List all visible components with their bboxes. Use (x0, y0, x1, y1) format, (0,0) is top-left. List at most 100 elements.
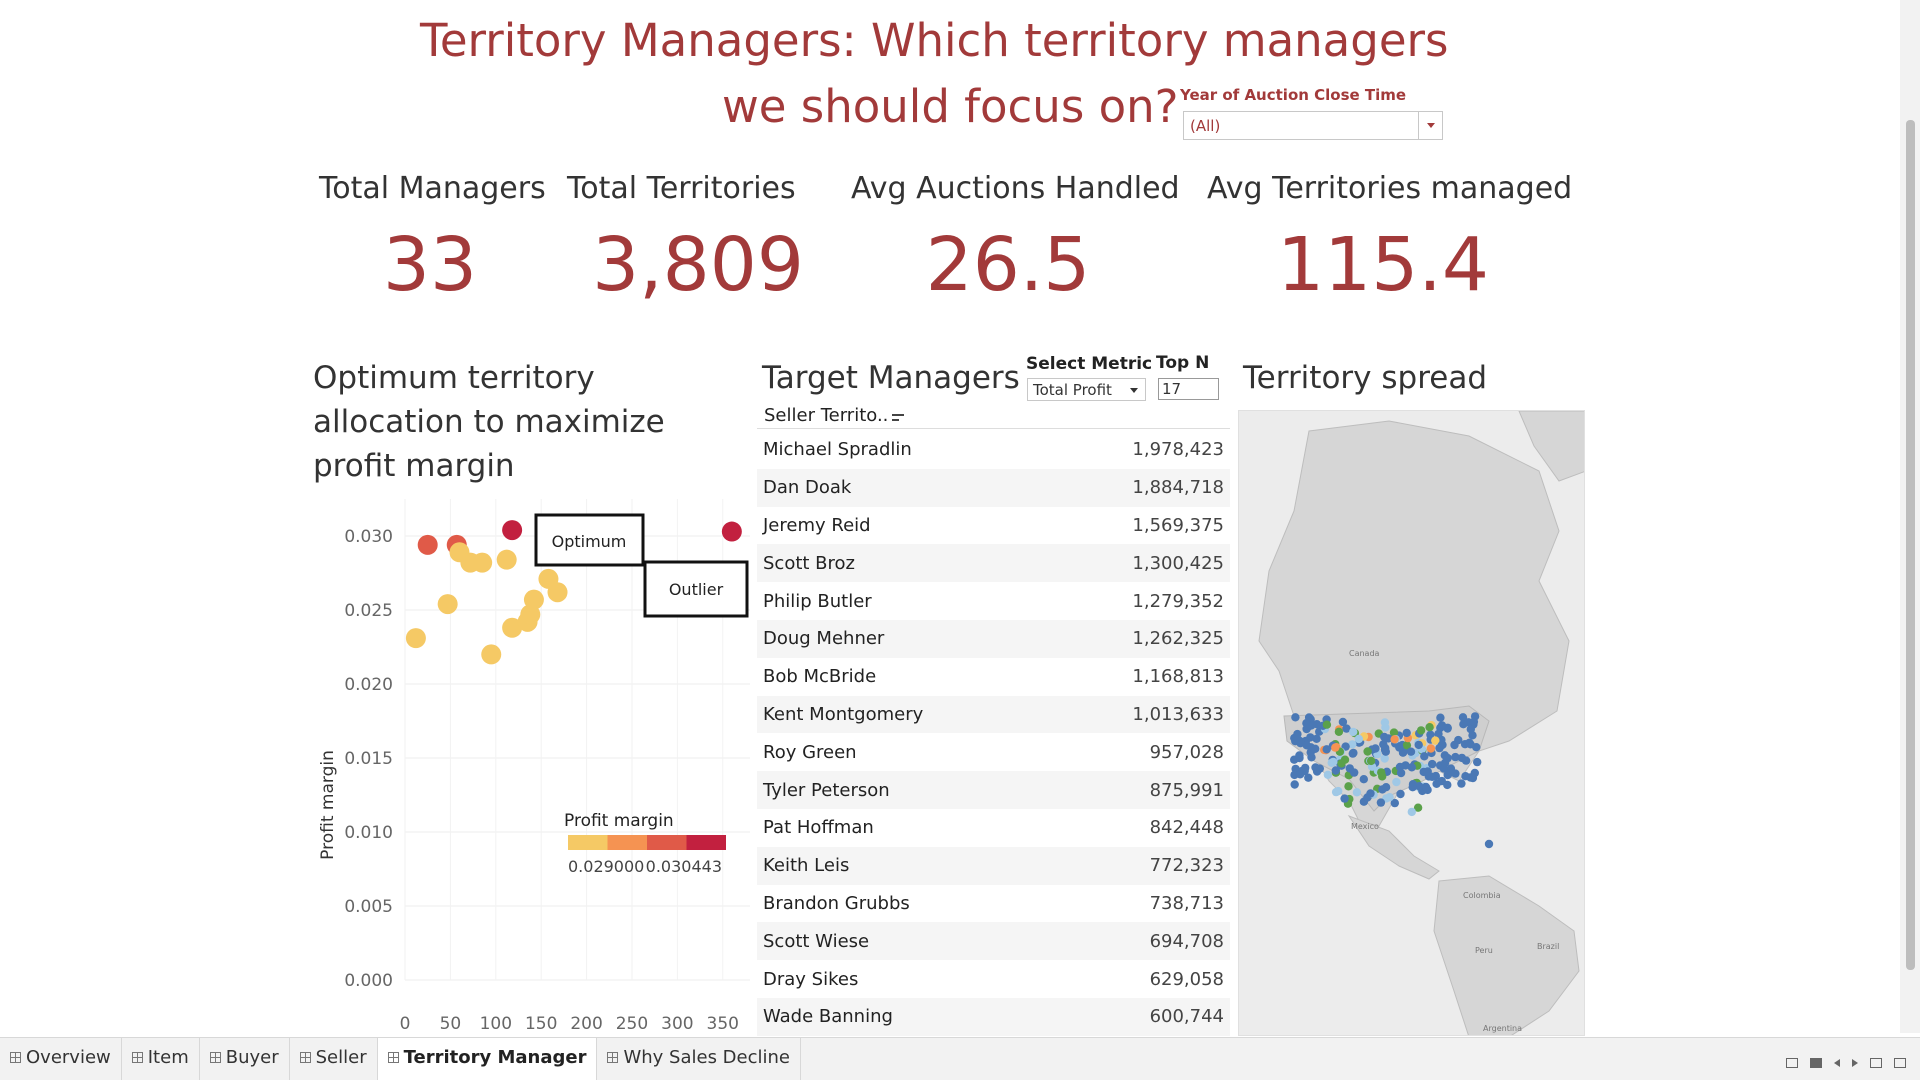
legend-swatch (568, 835, 608, 850)
tab-seller[interactable]: Seller (290, 1038, 378, 1080)
chevron-down-icon[interactable] (1418, 112, 1442, 139)
territory-dot (1443, 753, 1452, 763)
territory-dot (1348, 740, 1357, 749)
scatter-point[interactable] (417, 534, 438, 555)
presentation-icon[interactable] (1894, 1058, 1906, 1068)
tab-overview[interactable]: Overview (0, 1038, 122, 1080)
table-row[interactable]: Pat Hoffman 842,448 (757, 809, 1230, 847)
central-america-landmass (1347, 814, 1440, 880)
territory-dot (1431, 736, 1440, 745)
territory-map[interactable]: Canada Mexico Colombia Peru Brazil Argen… (1238, 410, 1585, 1036)
table-row[interactable]: Tyler Peterson 875,991 (757, 771, 1230, 809)
tab-label: Overview (26, 1047, 111, 1068)
table-row[interactable]: Kent Montgomery 1,013,633 (757, 695, 1230, 734)
tab-why-sales-decline[interactable]: Why Sales Decline (597, 1038, 801, 1080)
single-view-icon[interactable] (1810, 1058, 1822, 1068)
page-title-line2: we should focus on? (722, 80, 1179, 133)
tab-label: Buyer (225, 1047, 279, 1068)
scrollbar-thumb[interactable] (1906, 120, 1915, 970)
topn-input[interactable]: 17 (1158, 378, 1219, 400)
scatter-point[interactable] (523, 589, 544, 610)
dashboard-grid-icon (10, 1052, 21, 1063)
table-row[interactable]: Keith Leis 772,323 (757, 846, 1230, 885)
table-column-header[interactable]: Seller Territo.. (757, 405, 1230, 429)
previous-sheet-icon[interactable] (1834, 1059, 1840, 1067)
manager-profit: 875,991 (1149, 779, 1224, 801)
sheet-tab-bar: Overview Item Buyer Seller Territory Manager… (0, 1037, 1920, 1080)
territory-dot (1428, 759, 1437, 769)
table-row[interactable]: Roy Green 957,028 (757, 733, 1230, 771)
tab-buyer[interactable]: Buyer (200, 1038, 290, 1080)
manager-name: Michael Spradlin (763, 439, 912, 461)
territory-dot (1457, 779, 1466, 788)
territory-dot (1342, 724, 1351, 733)
x-tick-label: 150 (525, 1014, 557, 1034)
territory-dot (1378, 772, 1387, 781)
table-row[interactable]: Dan Doak 1,884,718 (757, 468, 1230, 507)
territory-dot (1427, 772, 1437, 781)
fullscreen-icon[interactable] (1870, 1058, 1882, 1068)
chevron-down-icon[interactable] (1130, 388, 1138, 393)
legend-swatch (647, 835, 687, 850)
territory-dot (1312, 734, 1321, 743)
scatter-point[interactable] (437, 594, 458, 615)
scatter-point[interactable] (502, 520, 523, 541)
territory-dot (1350, 768, 1359, 777)
territory-dot (1392, 777, 1401, 787)
table-row[interactable]: Scott Broz 1,300,425 (757, 544, 1230, 583)
territory-dot (1363, 747, 1372, 756)
sort-icon[interactable] (892, 413, 906, 423)
territory-dot (1466, 773, 1475, 782)
table-row[interactable]: Jeremy Reid 1,569,375 (757, 507, 1230, 545)
manager-table: Michael Spradlin 1,978,423 Dan Doak 1,884,7… (757, 431, 1230, 1036)
x-tick-label: 250 (616, 1014, 648, 1034)
tab-territory-manager[interactable]: Territory Manager (377, 1038, 598, 1080)
scatter-point[interactable] (472, 552, 493, 573)
manager-profit: 1,262,325 (1132, 628, 1224, 650)
y-tick-label: 0.020 (344, 675, 393, 695)
scatter-point[interactable] (547, 582, 568, 603)
territory-dot (1331, 787, 1341, 797)
legend-color-scale (568, 835, 726, 850)
table-row[interactable]: Scott Wiese 694,708 (757, 922, 1230, 961)
next-sheet-icon[interactable] (1852, 1059, 1858, 1067)
table-row[interactable]: Brandon Grubbs 738,713 (757, 885, 1230, 923)
territory-dot (1338, 717, 1348, 727)
year-filter-value: (All) (1190, 117, 1221, 135)
vertical-scrollbar[interactable] (1900, 0, 1920, 1033)
scatter-point[interactable] (502, 617, 523, 638)
scatter-point[interactable] (721, 521, 742, 542)
table-row[interactable]: Doug Mehner 1,262,325 (757, 619, 1230, 658)
tab-label: Item (147, 1047, 189, 1068)
kpi-value-auctions: 26.5 (925, 222, 1091, 308)
manager-profit: 1,978,423 (1132, 439, 1224, 461)
territory-dot (1484, 839, 1494, 849)
y-tick-label: 0.030 (344, 527, 393, 547)
outlier-annotation-box (643, 560, 749, 618)
tab-item[interactable]: Item (122, 1038, 200, 1080)
scatter-point[interactable] (405, 628, 426, 649)
table-row[interactable]: Bob McBride 1,168,813 (757, 658, 1230, 696)
y-tick-label: 0.025 (344, 601, 393, 621)
territory-dot (1354, 734, 1363, 744)
table-row[interactable]: Philip Butler 1,279,352 (757, 582, 1230, 620)
y-tick-label: 0.010 (344, 823, 393, 843)
year-filter-dropdown[interactable]: (All) (1183, 111, 1443, 140)
metric-dropdown[interactable]: Total Profit (1027, 378, 1146, 401)
y-tick-label: 0.015 (344, 749, 393, 769)
territory-dot (1450, 740, 1459, 750)
table-row[interactable]: Wade Banning 600,744 (757, 997, 1230, 1036)
tab-label: Why Sales Decline (623, 1047, 790, 1068)
status-bar-controls (1786, 1058, 1906, 1068)
territory-dot (1322, 745, 1331, 754)
territory-dot (1322, 720, 1332, 729)
territory-dot (1458, 713, 1468, 722)
scatter-point[interactable] (496, 549, 517, 570)
table-row[interactable]: Dray Sikes 629,058 (757, 960, 1230, 998)
scatter-point[interactable] (481, 644, 502, 665)
table-row[interactable]: Michael Spradlin 1,978,423 (757, 431, 1230, 469)
territory-dot (1395, 743, 1404, 752)
grid-view-icon[interactable] (1786, 1058, 1798, 1068)
scatter-chart[interactable]: 0.000 0.005 0.010 0.015 0.020 0.025 0.030 0 50 1… (310, 495, 760, 1035)
territory-dot (1331, 743, 1340, 752)
